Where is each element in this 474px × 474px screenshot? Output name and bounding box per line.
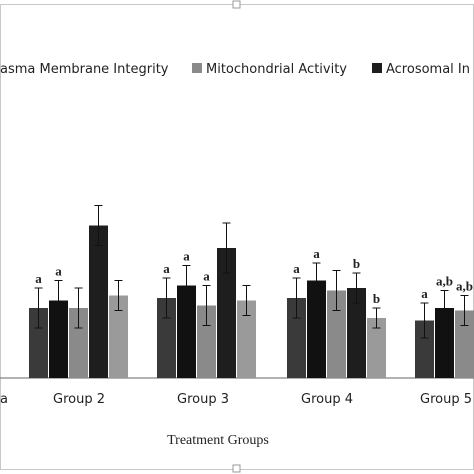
bar-g2-s5: [109, 295, 128, 378]
x-tick-label-4: Group 4: [301, 392, 353, 407]
bar-g4-s2: [307, 280, 326, 378]
x-axis-title: Treatment Groups: [167, 433, 269, 448]
bar-g4-s3: [327, 290, 346, 378]
sig-label-g4-s5: b: [373, 291, 380, 306]
legend-label-mitochondrial: Mitochondrial Activity: [206, 62, 347, 77]
sig-label-g5-s1: a: [421, 286, 428, 301]
sig-label-g5-s2: a,b: [436, 274, 453, 289]
x-tick-label-1: a: [0, 392, 8, 407]
legend: asma Membrane Integrity Mitochondrial Ac…: [0, 62, 470, 77]
x-tick-labels: a Group 2 Group 3 Group 4 Group 5: [0, 392, 472, 407]
sig-label-g2-s2: a: [55, 264, 62, 279]
bar-g5-s3: [455, 310, 474, 378]
bar-g4-s1: [287, 298, 306, 378]
bar-g5-s2: [435, 308, 454, 378]
bar-g5-s1: [415, 320, 434, 378]
bar-g4-s5: [367, 318, 386, 378]
bar-g4-s4: [347, 288, 366, 378]
sig-label-g3-s3: a: [203, 269, 210, 284]
sig-label-g4-s4: b: [353, 256, 360, 271]
x-tick-label-2: Group 2: [53, 392, 105, 407]
bar-g2-s2: [49, 300, 68, 378]
bar-g3-s3: [197, 305, 216, 378]
legend-label-acrosomal: Acrosomal In: [386, 62, 470, 77]
legend-swatch-acrosomal: [372, 63, 382, 73]
bar-g2-s1: [29, 308, 48, 378]
frame-handle-bottom: [232, 464, 241, 473]
x-tick-label-5: Group 5: [420, 392, 472, 407]
sig-label-g4-s2: a: [313, 246, 320, 261]
sig-label-g2-s1: a: [35, 271, 42, 286]
sig-label-g5-s3: a,b: [456, 279, 473, 294]
bar-g2-s3: [69, 308, 88, 378]
sig-label-g4-s1: a: [293, 261, 300, 276]
legend-label-plasma-membrane: asma Membrane Integrity: [0, 62, 169, 77]
chart-frame: [0, 4, 474, 470]
bar-g3-s5: [237, 300, 256, 378]
legend-swatch-mitochondrial: [192, 63, 202, 73]
bar-g2-s4: [89, 225, 108, 378]
x-tick-label-3: Group 3: [177, 392, 229, 407]
sig-label-g3-s1: a: [163, 261, 170, 276]
sig-label-g3-s2: a: [183, 249, 190, 264]
bar-g3-s2: [177, 285, 196, 378]
frame-handle-top: [232, 0, 241, 9]
bar-g3-s4: [217, 248, 236, 378]
bar-g3-s1: [157, 298, 176, 378]
